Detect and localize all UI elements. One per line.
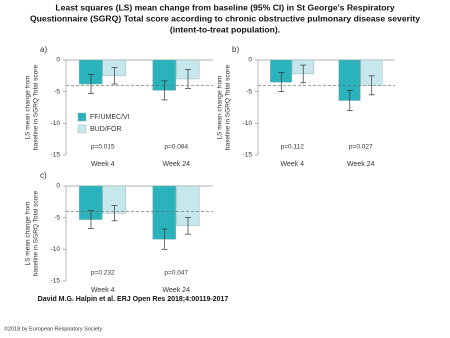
p-value: p=0.084 bbox=[164, 144, 188, 151]
error-bar bbox=[300, 64, 307, 84]
legend-label: BUD/FOR bbox=[90, 126, 122, 133]
y-tick-label: -10 bbox=[51, 246, 61, 253]
y-tick-label: 0 bbox=[248, 57, 252, 64]
error-bar bbox=[87, 210, 94, 229]
x-tick-label: Week 24 bbox=[163, 161, 191, 168]
error-bar bbox=[111, 67, 118, 85]
legend-swatch bbox=[77, 124, 87, 134]
x-tick-label: Week 24 bbox=[347, 161, 375, 168]
error-bar bbox=[368, 75, 375, 96]
y-axis-label: baseline in SGRQ Total score bbox=[225, 65, 232, 151]
x-tick-label: Week 4 bbox=[280, 161, 304, 168]
figure-title: (intent-to-treat population). bbox=[170, 24, 280, 34]
y-axis-label: LS mean change from bbox=[217, 76, 224, 140]
y-tick-label: -5 bbox=[54, 88, 60, 95]
y-tick-label: -15 bbox=[51, 278, 61, 285]
y-tick-label: -5 bbox=[246, 88, 252, 95]
y-tick-label: -10 bbox=[51, 120, 61, 127]
y-tick-label: -15 bbox=[51, 152, 61, 159]
y-tick-label: 0 bbox=[56, 183, 60, 190]
error-bar bbox=[278, 72, 285, 93]
error-bar bbox=[161, 228, 168, 250]
y-axis-label: baseline in SGRQ Total score bbox=[33, 191, 40, 277]
error-bar bbox=[111, 205, 118, 222]
error-bar bbox=[346, 90, 353, 112]
p-value: p=0.047 bbox=[164, 270, 188, 277]
figure-title: Questionnaire (SGRQ) Total score accordi… bbox=[30, 13, 420, 23]
panel-label: c) bbox=[40, 171, 47, 180]
legend-label: FF/UMEC/VI bbox=[90, 114, 130, 121]
source: David M.G. Halpin et al. ERJ Open Res 20… bbox=[38, 296, 229, 303]
p-value: p=0.112 bbox=[281, 144, 305, 151]
p-value: p=0.027 bbox=[349, 144, 373, 151]
y-tick-label: 0 bbox=[56, 57, 60, 64]
y-axis-label: LS mean change from bbox=[25, 202, 32, 266]
p-value: p=0.232 bbox=[91, 270, 115, 277]
y-tick-label: -15 bbox=[243, 152, 253, 159]
y-tick-label: -5 bbox=[54, 214, 60, 221]
panel-label: a) bbox=[40, 45, 47, 54]
x-tick-label: Week 24 bbox=[163, 287, 191, 294]
x-tick-label: Week 4 bbox=[91, 161, 115, 168]
y-tick-label: -10 bbox=[243, 120, 253, 127]
legend-swatch bbox=[77, 112, 87, 122]
error-bar bbox=[87, 74, 94, 94]
error-bar bbox=[185, 217, 192, 235]
x-tick-label: Week 4 bbox=[91, 287, 115, 294]
figure-title: Least squares (LS) mean change from base… bbox=[55, 2, 394, 12]
p-value: p=0.015 bbox=[91, 144, 115, 151]
panel-label: b) bbox=[232, 45, 239, 54]
error-bar bbox=[161, 80, 168, 101]
y-axis-label: baseline in SGRQ Total score bbox=[33, 65, 40, 151]
y-axis-label: LS mean change from bbox=[25, 76, 32, 140]
copyright: ©2018 by European Respiratory Society bbox=[4, 325, 102, 332]
